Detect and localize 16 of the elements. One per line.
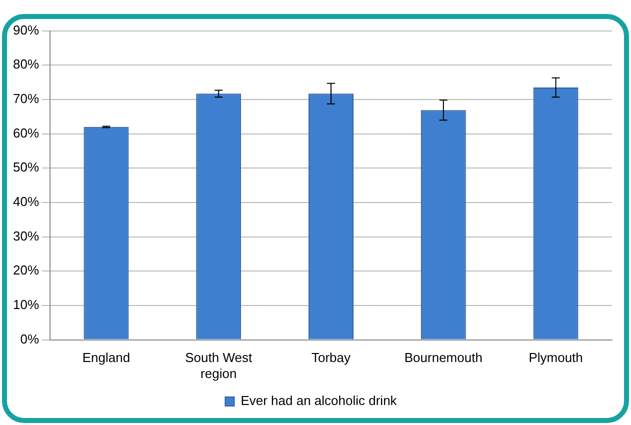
y-tick-label: 60%: [12, 125, 40, 140]
x-tick-label: England: [82, 350, 130, 366]
y-tick-label: 40%: [12, 194, 40, 210]
y-tick-label: 90%: [12, 22, 40, 38]
y-tick-label: 10%: [12, 297, 40, 312]
y-tick-label: 0%: [20, 331, 40, 346]
legend-label: Ever had an alcoholic drink: [240, 393, 398, 408]
y-tick-label: 20%: [12, 262, 40, 278]
y-tick-label: 30%: [12, 228, 40, 244]
x-tick-label: Bournemouth: [404, 350, 482, 366]
y-tick-label: 50%: [12, 160, 40, 175]
x-tick-label: South West region: [185, 350, 252, 381]
x-tick-label: Plymouth: [528, 350, 583, 366]
y-tick-label: 70%: [12, 91, 40, 106]
x-tick-label: Torbay: [311, 350, 352, 366]
y-tick-label: 80%: [12, 56, 40, 72]
